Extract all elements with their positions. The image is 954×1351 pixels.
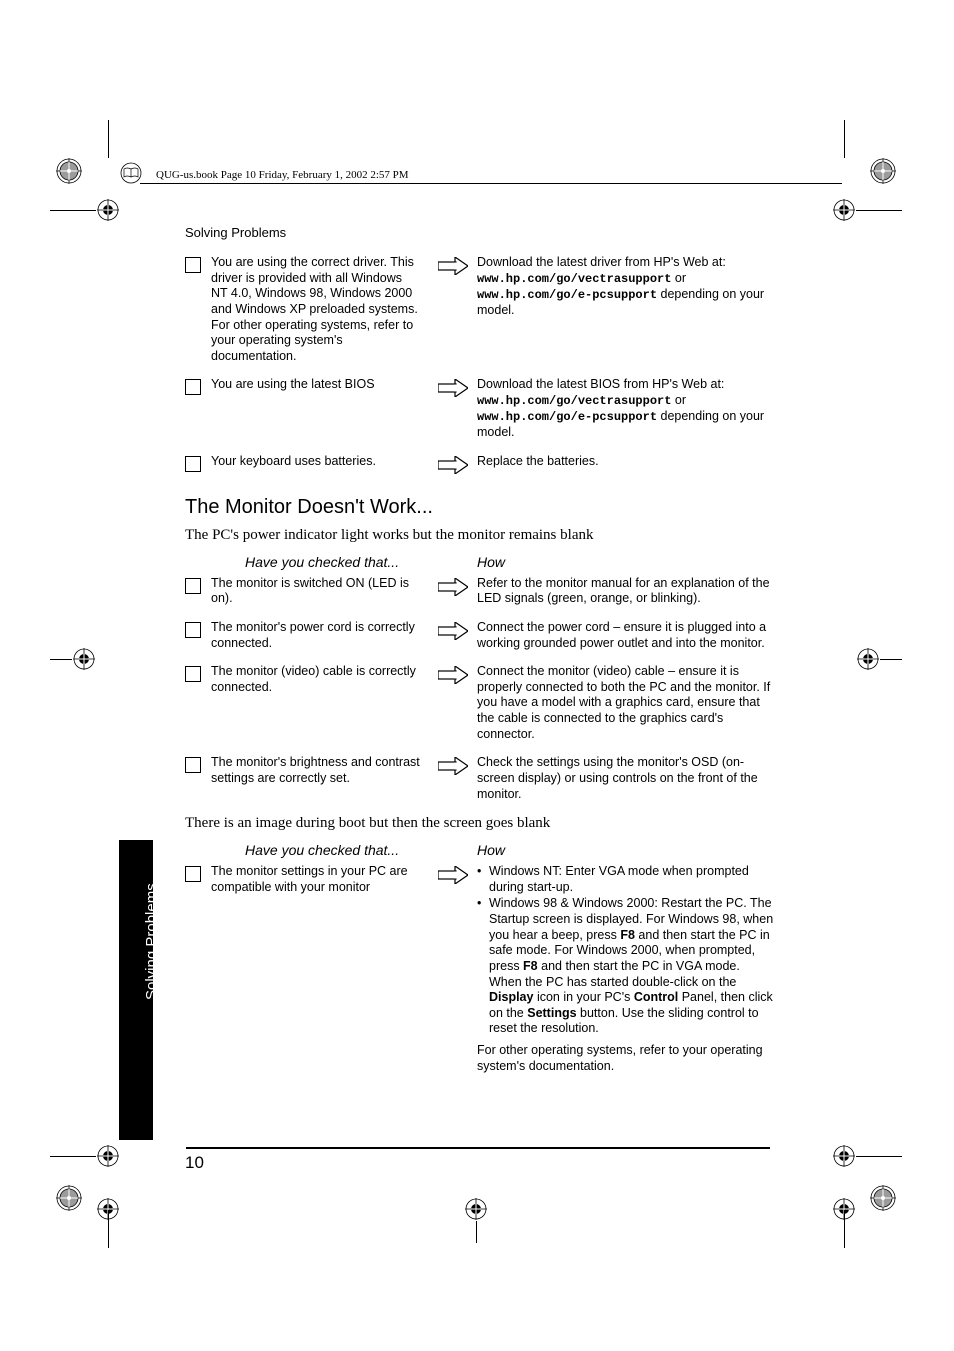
trouble-row: Your keyboard uses batteries. Replace th… [185,454,775,474]
crop-line [844,1210,845,1248]
crop-line [476,1221,477,1243]
arrow-icon [429,620,477,640]
registration-target [56,158,82,184]
registration-mark [833,199,855,221]
registration-target [870,1185,896,1211]
registration-mark [833,1145,855,1167]
running-head: Solving Problems [185,225,286,240]
column-header-right: How [429,842,775,858]
section-title-monitor: The Monitor Doesn't Work... [185,496,775,519]
trouble-row: The monitor settings in your PC are comp… [185,864,775,1074]
trouble-how-text: Check the settings using the monitor's O… [477,755,775,802]
page-content: You are using the correct driver. This d… [185,255,775,1087]
checkbox-icon [185,866,205,882]
trouble-check-text: The monitor is switched ON (LED is on). [211,576,429,607]
crop-line [50,659,72,660]
registration-mark [97,199,119,221]
registration-mark [73,648,95,670]
column-header-row: Have you checked that... How [185,842,775,858]
checkbox-icon [185,379,205,395]
checkbox-icon [185,666,205,682]
column-header-right: How [429,554,775,570]
section-sub-2: There is an image during boot but then t… [185,815,775,832]
trouble-row: The monitor is switched ON (LED is on). … [185,576,775,607]
trouble-how-text: Windows NT: Enter VGA mode when prompted… [477,864,775,1074]
trouble-row: The monitor's brightness and contrast se… [185,755,775,802]
checkbox-icon [185,578,205,594]
arrow-icon [429,576,477,596]
crop-line [108,120,109,158]
arrow-icon [429,864,477,884]
trouble-how-text: Download the latest BIOS from HP's Web a… [477,377,775,440]
trouble-check-text: The monitor's power cord is correctly co… [211,620,429,651]
column-header-left: Have you checked that... [185,554,429,570]
trouble-how-text: Replace the batteries. [477,454,775,470]
trouble-check-text: The monitor (video) cable is correctly c… [211,664,429,695]
trouble-how-text: Connect the power cord – ensure it is pl… [477,620,775,651]
crop-line [844,120,845,158]
trouble-row: You are using the correct driver. This d… [185,255,775,364]
column-header-row: Have you checked that... How [185,554,775,570]
trouble-check-text: The monitor's brightness and contrast se… [211,755,429,786]
page-number: 10 [185,1153,204,1173]
crop-line [880,659,902,660]
arrow-icon [429,664,477,684]
trouble-how-text: Connect the monitor (video) cable – ensu… [477,664,775,742]
trouble-check-text: The monitor settings in your PC are comp… [211,864,429,895]
trouble-how-text: Refer to the monitor manual for an expla… [477,576,775,607]
trouble-check-text: You are using the latest BIOS [211,377,429,393]
bullet-item: Windows 98 & Windows 2000: Restart the P… [477,896,775,1037]
checkbox-icon [185,622,205,638]
bullet-item: Windows NT: Enter VGA mode when prompted… [477,864,775,895]
footer-rule [186,1147,770,1149]
checkbox-icon [185,456,205,472]
section-sub-1: The PC's power indicator light works but… [185,527,775,544]
checkbox-icon [185,757,205,773]
book-icon [120,162,142,184]
page-header-text: QUG-us.book Page 10 Friday, February 1, … [156,169,409,181]
registration-mark [97,1145,119,1167]
trouble-row: The monitor's power cord is correctly co… [185,620,775,651]
arrow-icon [429,255,477,275]
checkbox-icon [185,257,205,273]
side-tab-label: Solving Problems [143,883,160,1000]
registration-target [870,158,896,184]
trouble-tail-text: For other operating systems, refer to yo… [477,1043,775,1074]
arrow-icon [429,377,477,397]
arrow-icon [429,454,477,474]
trouble-how-text: Download the latest driver from HP's Web… [477,255,775,318]
crop-line [50,1156,96,1157]
registration-target [56,1185,82,1211]
crop-line [50,210,96,211]
crop-line [856,210,902,211]
page-header-rule [140,183,842,184]
trouble-row: You are using the latest BIOS Download t… [185,377,775,440]
trouble-row: The monitor (video) cable is correctly c… [185,664,775,742]
registration-mark [465,1198,487,1220]
arrow-icon [429,755,477,775]
crop-line [856,1156,902,1157]
crop-line [108,1210,109,1248]
column-header-left: Have you checked that... [185,842,429,858]
trouble-check-text: You are using the correct driver. This d… [211,255,429,364]
trouble-check-text: Your keyboard uses batteries. [211,454,429,470]
registration-mark [857,648,879,670]
